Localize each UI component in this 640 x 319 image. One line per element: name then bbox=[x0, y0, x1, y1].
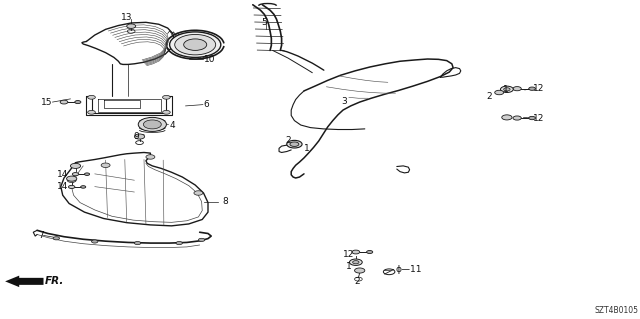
Text: 1: 1 bbox=[503, 85, 508, 94]
Circle shape bbox=[67, 176, 77, 181]
Circle shape bbox=[504, 88, 510, 91]
Circle shape bbox=[355, 268, 365, 273]
Text: 12: 12 bbox=[533, 84, 545, 93]
Text: 1: 1 bbox=[346, 262, 351, 271]
Circle shape bbox=[163, 95, 170, 99]
Text: SZT4B0105: SZT4B0105 bbox=[595, 306, 639, 315]
Circle shape bbox=[513, 116, 521, 120]
Circle shape bbox=[349, 259, 362, 265]
Text: 2: 2 bbox=[487, 92, 492, 101]
Circle shape bbox=[70, 163, 81, 168]
Text: 12: 12 bbox=[343, 250, 355, 259]
Circle shape bbox=[176, 241, 182, 245]
Circle shape bbox=[146, 155, 155, 159]
Circle shape bbox=[67, 178, 76, 182]
Circle shape bbox=[529, 116, 536, 120]
Circle shape bbox=[134, 134, 145, 139]
Text: 14: 14 bbox=[57, 170, 68, 179]
Text: 3: 3 bbox=[342, 97, 347, 106]
Text: 10: 10 bbox=[204, 55, 215, 63]
Text: 15: 15 bbox=[41, 98, 52, 107]
Circle shape bbox=[290, 142, 299, 146]
Text: 9: 9 bbox=[134, 132, 140, 141]
Circle shape bbox=[88, 95, 95, 99]
Text: 13: 13 bbox=[121, 13, 132, 22]
Text: FR.: FR. bbox=[45, 276, 64, 286]
FancyArrow shape bbox=[5, 276, 44, 287]
Circle shape bbox=[194, 191, 203, 195]
Text: 2: 2 bbox=[355, 277, 360, 286]
Circle shape bbox=[170, 32, 221, 57]
Circle shape bbox=[101, 163, 110, 167]
Text: 2: 2 bbox=[285, 137, 291, 145]
Text: ϕ—11: ϕ—11 bbox=[396, 265, 422, 274]
Circle shape bbox=[92, 240, 98, 243]
Circle shape bbox=[513, 87, 521, 91]
Circle shape bbox=[138, 117, 166, 131]
Text: 7: 7 bbox=[38, 231, 44, 240]
Circle shape bbox=[495, 90, 504, 95]
Text: 14: 14 bbox=[57, 182, 68, 191]
Circle shape bbox=[198, 238, 205, 241]
Circle shape bbox=[353, 261, 359, 264]
Circle shape bbox=[75, 100, 81, 104]
Circle shape bbox=[81, 186, 86, 188]
Text: 5: 5 bbox=[261, 18, 267, 27]
Circle shape bbox=[84, 173, 90, 175]
Text: 6: 6 bbox=[204, 100, 209, 109]
Circle shape bbox=[502, 115, 512, 120]
Circle shape bbox=[88, 110, 95, 114]
Circle shape bbox=[500, 86, 513, 93]
Circle shape bbox=[127, 24, 136, 28]
Circle shape bbox=[287, 140, 302, 148]
Text: 1: 1 bbox=[304, 144, 310, 153]
Circle shape bbox=[175, 34, 216, 55]
Circle shape bbox=[529, 87, 536, 90]
Text: 4: 4 bbox=[170, 121, 175, 130]
Circle shape bbox=[163, 110, 170, 114]
Circle shape bbox=[143, 120, 161, 129]
Circle shape bbox=[60, 100, 68, 104]
Circle shape bbox=[352, 250, 360, 254]
Circle shape bbox=[134, 241, 141, 245]
Circle shape bbox=[53, 237, 60, 240]
Circle shape bbox=[68, 185, 75, 189]
Text: 12: 12 bbox=[533, 114, 545, 122]
Circle shape bbox=[367, 250, 372, 254]
Circle shape bbox=[72, 173, 79, 176]
Circle shape bbox=[184, 39, 207, 50]
Text: 8: 8 bbox=[223, 197, 228, 206]
